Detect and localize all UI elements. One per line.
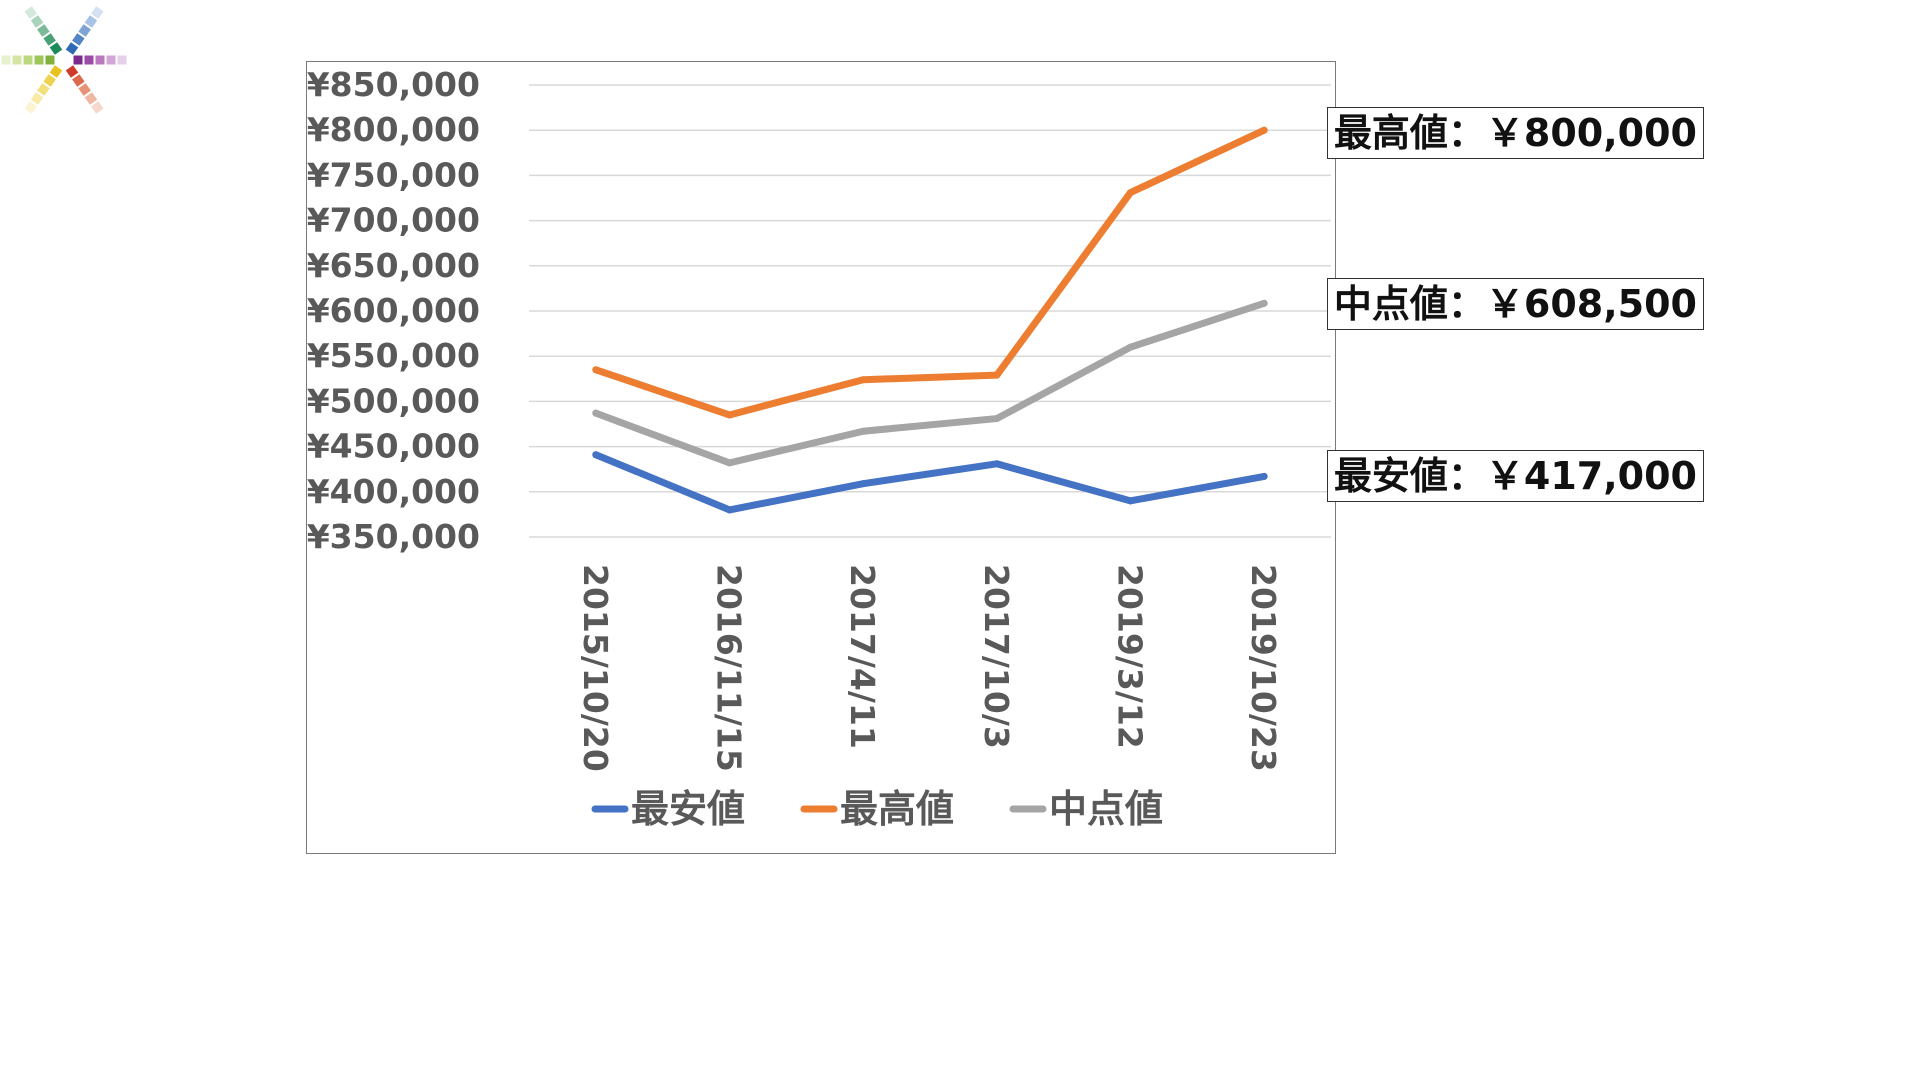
callout-max-value: 最高値：￥800,000 xyxy=(1326,107,1704,159)
data-point xyxy=(993,415,1001,423)
x-tick-label: 2017/10/3 xyxy=(977,564,1016,749)
y-tick-label: ¥600,000 xyxy=(307,291,480,330)
chart-frame: ¥350,000 ¥400,000 ¥450,000 ¥500,000 ¥550,000… xyxy=(306,61,1336,854)
color-burst-logo-icon xyxy=(1,6,127,114)
data-point xyxy=(592,451,600,459)
x-tick-label: 2015/10/20 xyxy=(576,564,615,772)
x-tick-label: 2017/4/11 xyxy=(843,564,882,749)
y-tick-label: ¥850,000 xyxy=(307,65,480,104)
y-tick-label: ¥350,000 xyxy=(307,517,480,556)
data-point xyxy=(1127,497,1134,505)
legend-label: 最高値 xyxy=(840,787,954,831)
data-point xyxy=(993,460,1001,468)
y-tick-label: ¥800,000 xyxy=(307,110,480,149)
data-point xyxy=(993,371,1001,379)
legend-label: 中点値 xyxy=(1049,787,1163,831)
y-tick-label: ¥550,000 xyxy=(307,336,480,375)
data-point xyxy=(1260,299,1268,307)
y-tick-label: ¥650,000 xyxy=(307,246,480,285)
y-tick-label: ¥450,000 xyxy=(307,427,480,466)
data-point xyxy=(1127,343,1134,351)
data-point xyxy=(1260,126,1268,134)
y-tick-label: ¥750,000 xyxy=(307,155,480,194)
callout-mid-value: 中点値：￥608,500 xyxy=(1326,278,1704,330)
legend-label: 最安値 xyxy=(631,787,745,831)
data-point xyxy=(592,409,600,417)
x-tick-label: 2019/3/12 xyxy=(1111,564,1150,749)
data-point xyxy=(859,480,867,488)
data-point xyxy=(726,459,733,467)
y-tick-label: ¥400,000 xyxy=(307,472,480,511)
series-line xyxy=(592,126,1268,419)
y-tick-label: ¥500,000 xyxy=(307,381,480,420)
line-chart: ¥350,000 ¥400,000 ¥450,000 ¥500,000 ¥550,000… xyxy=(307,65,1331,831)
data-point xyxy=(592,366,600,374)
data-point xyxy=(726,506,733,514)
series-line xyxy=(592,299,1268,467)
series-line xyxy=(592,451,1268,514)
y-tick-label: ¥700,000 xyxy=(307,201,480,240)
x-tick-label: 2019/10/23 xyxy=(1244,564,1283,772)
data-point xyxy=(726,411,733,419)
data-point xyxy=(859,376,867,384)
data-point xyxy=(1127,189,1134,197)
callout-min-value: 最安値：￥417,000 xyxy=(1326,450,1704,502)
data-point xyxy=(1260,472,1268,480)
data-point xyxy=(859,427,867,435)
x-tick-label: 2016/11/15 xyxy=(710,564,749,772)
